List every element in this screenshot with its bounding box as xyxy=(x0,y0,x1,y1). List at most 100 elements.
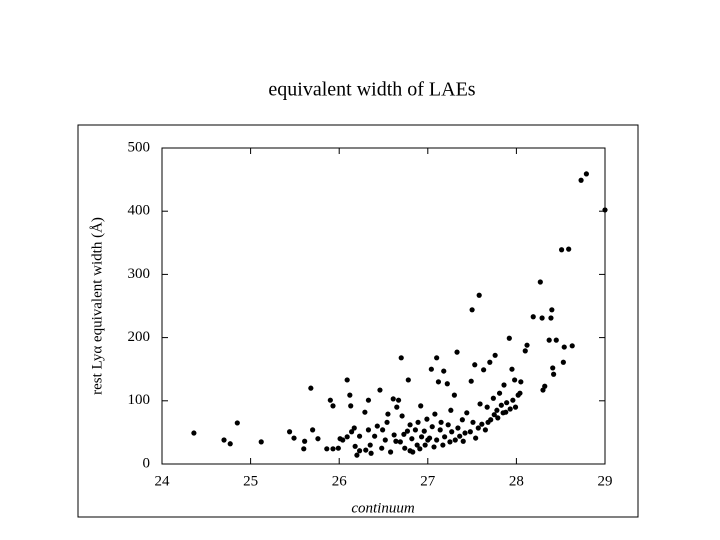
point xyxy=(530,314,536,320)
point xyxy=(344,377,350,383)
point xyxy=(356,433,363,439)
point xyxy=(494,407,500,413)
point xyxy=(504,400,510,406)
point xyxy=(390,396,396,402)
point xyxy=(356,448,363,454)
point xyxy=(410,449,416,455)
point xyxy=(302,438,308,444)
point xyxy=(327,397,333,403)
point xyxy=(368,450,374,456)
point xyxy=(455,425,461,431)
point xyxy=(384,419,390,425)
point xyxy=(448,407,454,413)
x-tick-label: 28 xyxy=(509,473,524,489)
point xyxy=(482,427,488,433)
point xyxy=(553,337,559,343)
point xyxy=(492,352,498,358)
point xyxy=(539,315,545,321)
point xyxy=(405,377,411,383)
point xyxy=(512,377,518,383)
point xyxy=(407,422,413,428)
point xyxy=(330,403,336,409)
point xyxy=(398,355,404,361)
point xyxy=(477,401,483,407)
point xyxy=(476,292,482,298)
point xyxy=(330,446,336,452)
y-tick-label: 100 xyxy=(128,392,151,408)
point xyxy=(429,424,435,430)
point xyxy=(382,437,388,443)
point xyxy=(454,349,460,355)
point xyxy=(507,406,513,412)
point xyxy=(602,207,608,213)
point xyxy=(432,411,438,417)
point xyxy=(365,427,372,433)
point xyxy=(560,359,566,365)
point xyxy=(191,430,197,436)
point xyxy=(479,421,485,427)
point xyxy=(447,439,453,445)
point xyxy=(518,379,524,385)
point xyxy=(344,434,350,440)
point xyxy=(498,402,504,408)
point xyxy=(286,429,293,435)
point xyxy=(522,348,528,354)
point xyxy=(459,417,465,423)
point xyxy=(496,390,503,396)
point xyxy=(352,443,358,449)
point xyxy=(395,397,402,403)
x-tick-label: 25 xyxy=(243,473,258,489)
point xyxy=(488,417,494,423)
point xyxy=(442,434,448,440)
point xyxy=(546,337,552,343)
point xyxy=(464,410,470,416)
point xyxy=(402,445,408,451)
point xyxy=(367,442,373,448)
point xyxy=(422,442,428,448)
point xyxy=(517,390,523,396)
point xyxy=(509,366,515,372)
point xyxy=(537,279,543,285)
x-tick-label: 24 xyxy=(155,473,171,489)
point xyxy=(347,392,353,398)
point xyxy=(467,429,473,435)
point xyxy=(566,246,572,252)
point xyxy=(481,367,487,373)
point xyxy=(418,434,425,440)
y-tick-label: 400 xyxy=(128,203,151,219)
point xyxy=(484,404,490,410)
y-axis-label: rest Lyα equivalent width (Å) xyxy=(89,217,105,395)
x-tick-label: 29 xyxy=(598,473,613,489)
point xyxy=(401,431,407,437)
x-tick-label: 26 xyxy=(332,473,348,489)
point xyxy=(324,446,330,452)
point xyxy=(234,420,240,426)
y-tick-label: 0 xyxy=(143,455,151,471)
point xyxy=(394,404,400,410)
point xyxy=(431,444,437,450)
point xyxy=(348,403,354,409)
point xyxy=(349,429,355,435)
point xyxy=(351,425,357,431)
point xyxy=(444,381,450,387)
point xyxy=(409,436,415,442)
point xyxy=(438,419,444,425)
point xyxy=(449,429,455,435)
point xyxy=(490,395,496,401)
point xyxy=(487,359,493,365)
x-axis-label: continuum xyxy=(351,500,414,516)
point xyxy=(393,438,399,444)
point xyxy=(561,344,567,350)
point xyxy=(501,382,507,388)
point xyxy=(470,419,476,425)
chart-title: equivalent width of LAEs xyxy=(268,79,475,101)
point xyxy=(445,422,451,428)
y-tick-label: 300 xyxy=(128,266,151,282)
point xyxy=(451,392,457,398)
point xyxy=(437,427,443,433)
point xyxy=(495,415,501,421)
point xyxy=(335,445,341,451)
point xyxy=(258,439,264,445)
point xyxy=(379,445,385,451)
